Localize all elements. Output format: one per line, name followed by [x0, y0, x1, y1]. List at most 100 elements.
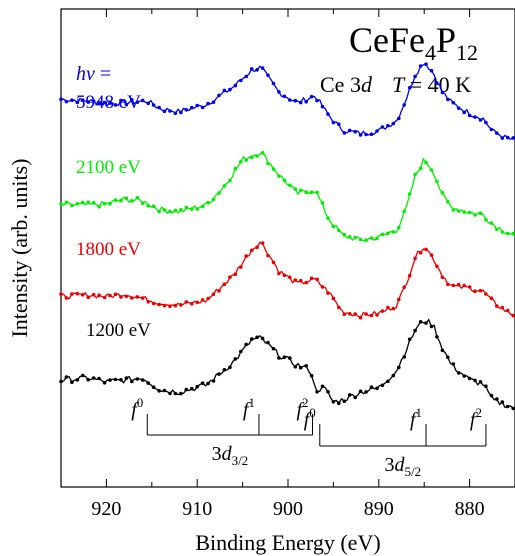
data-point [429, 324, 434, 329]
data-point [293, 278, 298, 282]
data-point [347, 235, 352, 239]
data-point [320, 104, 325, 109]
data-point [70, 380, 74, 385]
data-point [91, 99, 96, 103]
data-point [337, 122, 341, 126]
data-point [304, 100, 309, 104]
data-point [473, 378, 477, 383]
data-point [369, 236, 374, 240]
data-point [326, 216, 330, 220]
data-point [495, 397, 499, 401]
data-point [113, 198, 118, 202]
data-point [320, 201, 325, 205]
data-point [217, 93, 221, 98]
data-point [424, 321, 428, 325]
data-point [86, 377, 90, 382]
data-point [489, 393, 494, 398]
data-point [151, 103, 156, 107]
data-point [211, 292, 216, 297]
data-point [511, 231, 515, 236]
data-point [456, 106, 461, 110]
data-point [184, 387, 189, 392]
data-point [91, 292, 96, 297]
data-point [249, 248, 254, 253]
data-point [228, 365, 232, 370]
data-point [64, 99, 69, 104]
data-point [391, 230, 396, 234]
data-point [309, 94, 314, 99]
data-point [222, 88, 227, 93]
data-point [380, 383, 385, 388]
data-point [386, 231, 390, 236]
data-point [511, 406, 515, 411]
data-point [467, 113, 472, 118]
data-point [353, 395, 358, 400]
peak-markers: f0 f1 f2 3d3/2 f0 f1 f2 3d5/2 [131, 395, 487, 479]
data-point [190, 207, 194, 211]
data-point [456, 371, 461, 375]
data-point [358, 237, 363, 242]
data-point [146, 203, 150, 208]
data-point [397, 365, 401, 370]
data-point [244, 74, 248, 79]
data-point [206, 296, 210, 301]
data-point [288, 275, 292, 280]
data-point [500, 230, 505, 234]
data-point [184, 108, 189, 112]
data-point [282, 273, 287, 278]
data-point [86, 295, 90, 300]
data-point [173, 303, 178, 308]
data-point [451, 208, 456, 212]
data-point [484, 384, 488, 389]
data-point [347, 393, 352, 397]
data-point [435, 81, 439, 85]
data-point [277, 174, 281, 178]
data-point [260, 151, 265, 155]
data-point [124, 102, 129, 107]
data-point [315, 390, 319, 394]
data-point [195, 103, 199, 108]
data-point [135, 100, 140, 104]
data-point [505, 404, 510, 409]
data-point [375, 236, 379, 240]
data-point [429, 168, 434, 172]
data-point [424, 247, 428, 252]
data-point [140, 378, 145, 382]
data-point [402, 209, 407, 214]
data-point [282, 355, 287, 360]
data-point [255, 68, 259, 72]
data-point [511, 136, 515, 140]
data-point [440, 348, 445, 353]
data-point [478, 288, 483, 293]
data-point [249, 337, 254, 341]
data-point [140, 98, 145, 103]
data-point [81, 200, 85, 205]
series-1200-ev [59, 318, 515, 411]
data-point [364, 238, 368, 242]
data-point [75, 100, 80, 105]
data-point [113, 377, 118, 382]
data-point [211, 100, 216, 104]
data-point [435, 179, 439, 184]
x-tick-label: 920 [91, 498, 121, 520]
data-point [478, 118, 483, 122]
data-point [304, 280, 309, 285]
data-point [462, 210, 467, 214]
data-point [206, 101, 210, 106]
bracket-d32: f0 f1 f2 3d3/2 [131, 395, 314, 468]
data-point [135, 295, 140, 299]
data-point [113, 292, 118, 297]
data-point [331, 224, 336, 229]
data-point [418, 166, 423, 171]
data-point [446, 355, 450, 360]
data-point [190, 105, 194, 110]
data-point [59, 202, 63, 206]
data-point [505, 135, 510, 140]
data-point [271, 260, 276, 265]
data-point [233, 166, 238, 171]
data-point [358, 389, 363, 394]
data-point [402, 285, 407, 290]
data-point [173, 208, 178, 213]
series-label-1800: 1800 eV [76, 239, 141, 260]
data-point [113, 103, 118, 107]
